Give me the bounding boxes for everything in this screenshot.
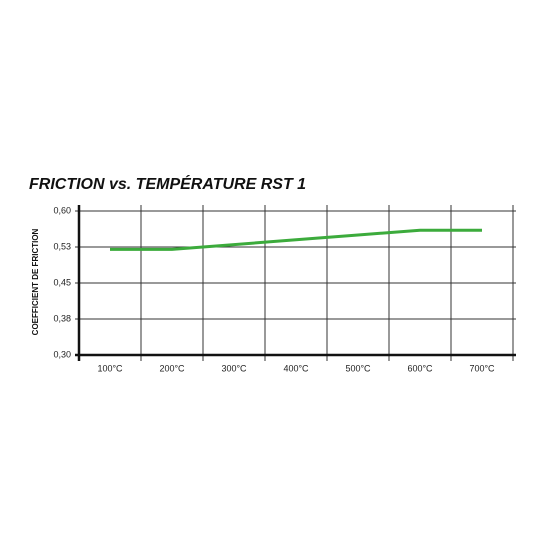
y-tick-label: 0,60: [53, 205, 71, 215]
x-tick-label: 100°C: [97, 363, 123, 373]
y-tick-label: 0,53: [53, 241, 71, 251]
y-tick-label: 0,45: [53, 277, 71, 287]
y-tick-label: 0,30: [53, 349, 71, 359]
x-tick-label: 700°C: [469, 363, 495, 373]
y-tick-label: 0,38: [53, 313, 71, 323]
y-axis-label: COEFFICIENT DE FRICTION: [31, 228, 40, 335]
x-tick-label: 300°C: [221, 363, 247, 373]
x-tick-label: 200°C: [159, 363, 185, 373]
x-tick-label: 500°C: [345, 363, 371, 373]
x-tick-label: 600°C: [407, 363, 433, 373]
line: [110, 228, 482, 251]
x-tick-label: 400°C: [283, 363, 309, 373]
chart-title: FRICTION vs. TEMPÉRATURE RST 1: [29, 174, 306, 193]
